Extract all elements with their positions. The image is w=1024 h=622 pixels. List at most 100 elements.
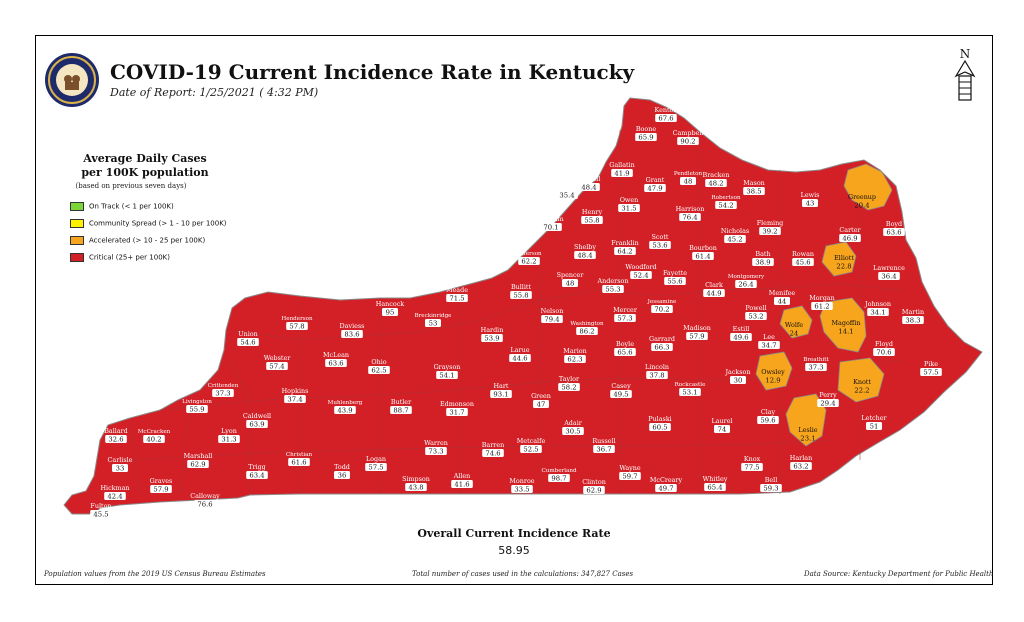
county-value-box (105, 435, 127, 443)
county-value: 41.9 (614, 170, 629, 178)
county-value-box (758, 341, 780, 349)
county-name: Magoffin (832, 319, 861, 327)
county-value: 83.6 (344, 331, 359, 339)
county-value: 63.9 (249, 421, 264, 429)
legend-swatch (70, 219, 84, 228)
county-value-box (533, 400, 549, 408)
county-value-box (446, 408, 468, 416)
legend-label: On Track (< 1 per 100K) (89, 202, 174, 211)
county-value-box (286, 322, 308, 330)
county-value-box (143, 435, 165, 443)
county-value-box (187, 460, 209, 468)
county-value-box (218, 435, 240, 443)
county-value-box (759, 227, 781, 235)
county-value-box (490, 390, 512, 398)
county-value: 98.7 (551, 475, 566, 483)
county-name: Graves (150, 477, 173, 485)
county-name: Powell (745, 304, 766, 312)
county-value: 61.2 (814, 303, 829, 311)
county-value-box (679, 388, 701, 396)
county-value: 65.9 (638, 134, 653, 142)
county-value: 36.4 (881, 273, 896, 281)
county-value: 45.5 (93, 511, 108, 519)
county-value: 51 (870, 423, 879, 431)
county-name: Lewis (801, 191, 820, 199)
county-value-box (866, 422, 882, 430)
county-name: Bourbon (689, 244, 717, 252)
county-value-box (883, 228, 905, 236)
county-value: 86.2 (579, 328, 594, 336)
county-name: Hardin (481, 326, 504, 334)
county-value: 49.6 (733, 334, 748, 342)
county-name: Greenup (848, 193, 876, 201)
county-name: Estill (733, 325, 750, 333)
county-value: 53.6 (652, 242, 667, 250)
county-value-box (576, 327, 598, 335)
county-value-box (614, 348, 636, 356)
county-name: Boyd (886, 220, 902, 228)
county-name: Cumberland (541, 468, 576, 474)
county-value: 43 (806, 200, 815, 208)
county-value-box (548, 474, 570, 482)
county-name: Franklin (611, 239, 639, 247)
county-value: 54.1 (439, 372, 454, 380)
county-name: Robertson (711, 195, 741, 201)
county-value-box (436, 371, 458, 379)
county-value-box (644, 184, 666, 192)
county-name: Perry (819, 391, 837, 399)
county-value: 33.5 (514, 486, 529, 494)
county-value: 95 (386, 309, 395, 317)
county-value: 55.6 (667, 278, 682, 286)
county-value: 49.7 (658, 485, 673, 493)
overall-rate-value: 58.95 (498, 544, 530, 557)
county-name: Bullitt (511, 283, 532, 291)
county-value: 58.2 (561, 384, 576, 392)
legend-title-line1: Average Daily Cases (83, 152, 207, 165)
county-value: 62.3 (567, 356, 582, 364)
county-value-box (334, 471, 350, 479)
county-value-box (446, 294, 468, 302)
county-value-box (651, 305, 673, 313)
county-labels: Kenton67.6Boone65.9Campbell90.2Gallatin4… (90, 106, 942, 519)
legend-item-community-spread: Community Spread (> 1 - 10 per 100K) (70, 219, 227, 229)
county-value-box (266, 362, 288, 370)
county-value: 55.9 (189, 406, 204, 414)
county-name: Green (531, 392, 551, 400)
county-name: McCracken (138, 429, 171, 435)
county-name: Owen (620, 196, 639, 204)
county-value-box (511, 485, 533, 493)
county-value-box (703, 289, 725, 297)
kentucky-state-shape (63, 97, 983, 515)
county-value-box (873, 348, 895, 356)
county-name: Knott (853, 378, 871, 386)
county-name: Bath (755, 250, 770, 258)
county-value-box (774, 297, 790, 305)
county-value-box (341, 330, 363, 338)
county-name: Wolfe (785, 321, 803, 329)
county-name: Logan (366, 455, 386, 463)
county-value: 57.8 (289, 323, 304, 331)
footer-data-source: Data Source: Kentucky Department for Pub… (804, 570, 994, 578)
county-value: 64.2 (617, 248, 632, 256)
